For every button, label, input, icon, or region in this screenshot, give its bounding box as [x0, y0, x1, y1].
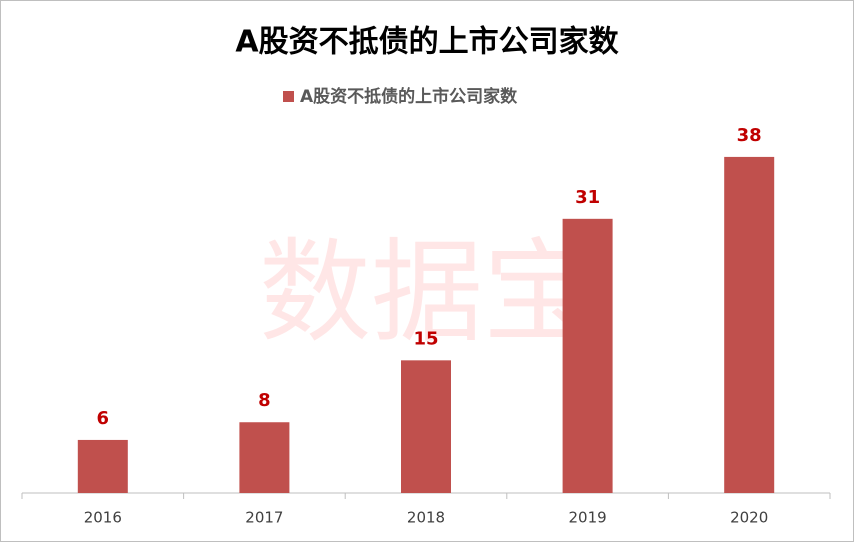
data-label: 8	[258, 390, 271, 411]
chart-title: A股资不抵债的上市公司家数	[235, 25, 619, 60]
watermark: 数据宝	[259, 228, 595, 358]
bar	[239, 422, 290, 493]
x-tick-label: 2017	[245, 509, 283, 527]
bar	[724, 156, 775, 493]
bar	[77, 439, 128, 493]
x-tick-label: 2019	[569, 509, 607, 527]
data-label: 6	[97, 408, 110, 429]
legend-swatch	[283, 91, 294, 102]
data-label: 15	[413, 328, 438, 349]
x-tick-label: 2020	[730, 509, 768, 527]
bar	[401, 360, 451, 493]
data-label: 38	[737, 125, 762, 146]
bar	[562, 218, 613, 494]
x-tick-label: 2016	[84, 509, 122, 527]
x-tick-label: 2018	[407, 509, 445, 527]
legend-label: A股资不抵债的上市公司家数	[300, 86, 518, 107]
data-label: 31	[575, 187, 600, 208]
